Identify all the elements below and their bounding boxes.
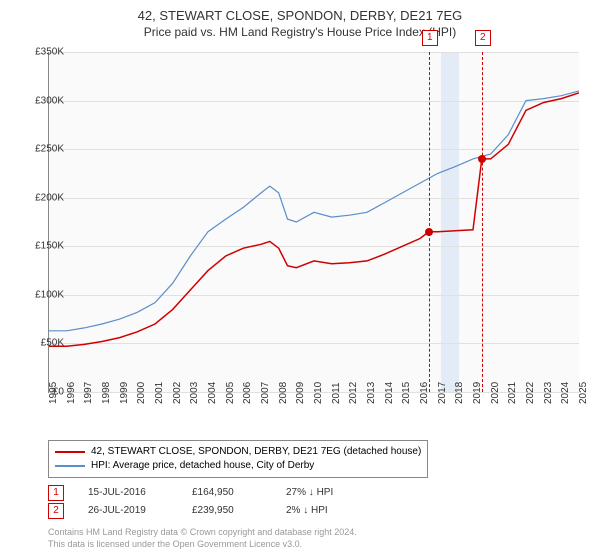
x-axis-label: 1996 xyxy=(66,382,77,404)
sale-point-icon xyxy=(425,228,433,236)
y-axis-label: £150K xyxy=(35,241,64,252)
sale-point-icon xyxy=(478,155,486,163)
x-axis-label: 2021 xyxy=(507,382,518,404)
x-axis-label: 2011 xyxy=(331,382,342,404)
sale-date: 26-JUL-2019 xyxy=(88,502,168,520)
x-axis-label: 2023 xyxy=(543,382,554,404)
legend-swatch xyxy=(55,465,85,467)
series-line xyxy=(49,93,579,346)
x-axis-label: 1995 xyxy=(48,382,59,404)
legend-item: 42, STEWART CLOSE, SPONDON, DERBY, DE21 … xyxy=(55,445,421,459)
x-axis-label: 2000 xyxy=(136,382,147,404)
x-axis-label: 2007 xyxy=(260,382,271,404)
x-axis-label: 2009 xyxy=(295,382,306,404)
y-axis-label: £50K xyxy=(41,338,64,349)
sale-diff: 27% ↓ HPI xyxy=(286,484,333,502)
x-axis-label: 2022 xyxy=(525,382,536,404)
marker-label: 1 xyxy=(422,30,438,46)
gridline xyxy=(49,52,579,53)
gridline xyxy=(49,343,579,344)
legend-label: 42, STEWART CLOSE, SPONDON, DERBY, DE21 … xyxy=(91,445,421,459)
highlight-band xyxy=(441,52,459,392)
x-axis-label: 2017 xyxy=(437,382,448,404)
x-axis-label: 2003 xyxy=(189,382,200,404)
gridline xyxy=(49,101,579,102)
x-axis-label: 2002 xyxy=(172,382,183,404)
sales-row: 2 26-JUL-2019 £239,950 2% ↓ HPI xyxy=(48,502,333,520)
x-axis-label: 1998 xyxy=(101,382,112,404)
x-axis-label: 2018 xyxy=(454,382,465,404)
sale-date: 15-JUL-2016 xyxy=(88,484,168,502)
gridline xyxy=(49,295,579,296)
sale-diff: 2% ↓ HPI xyxy=(286,502,328,520)
chart-container: 42, STEWART CLOSE, SPONDON, DERBY, DE21 … xyxy=(0,0,600,560)
x-axis-label: 2014 xyxy=(384,382,395,404)
chart-subtitle: Price paid vs. HM Land Registry's House … xyxy=(0,25,600,39)
x-axis-label: 2001 xyxy=(154,382,165,404)
plot-area: 12 xyxy=(48,52,579,393)
x-axis-label: 2008 xyxy=(278,382,289,404)
chart-title: 42, STEWART CLOSE, SPONDON, DERBY, DE21 … xyxy=(0,0,600,23)
sales-row: 1 15-JUL-2016 £164,950 27% ↓ HPI xyxy=(48,484,333,502)
x-axis-label: 2010 xyxy=(313,382,324,404)
x-axis-label: 2016 xyxy=(419,382,430,404)
x-axis-label: 2020 xyxy=(490,382,501,404)
footnote-line: This data is licensed under the Open Gov… xyxy=(48,538,357,550)
y-axis-label: £200K xyxy=(35,192,64,203)
x-axis-label: 2025 xyxy=(578,382,589,404)
gridline xyxy=(49,246,579,247)
x-axis-label: 2012 xyxy=(348,382,359,404)
sale-price: £164,950 xyxy=(192,484,262,502)
x-axis-label: 1997 xyxy=(83,382,94,404)
marker-label: 2 xyxy=(475,30,491,46)
y-axis-label: £100K xyxy=(35,289,64,300)
legend: 42, STEWART CLOSE, SPONDON, DERBY, DE21 … xyxy=(48,440,428,478)
marker-line xyxy=(429,52,430,392)
legend-label: HPI: Average price, detached house, City… xyxy=(91,459,314,473)
x-axis-label: 1999 xyxy=(119,382,130,404)
x-axis-label: 2013 xyxy=(366,382,377,404)
x-axis-label: 2024 xyxy=(560,382,571,404)
x-axis-label: 2015 xyxy=(401,382,412,404)
x-axis-label: 2019 xyxy=(472,382,483,404)
y-axis-label: £350K xyxy=(35,47,64,58)
legend-swatch xyxy=(55,451,85,453)
marker-line xyxy=(482,52,483,392)
gridline xyxy=(49,198,579,199)
footnote-line: Contains HM Land Registry data © Crown c… xyxy=(48,526,357,538)
sale-price: £239,950 xyxy=(192,502,262,520)
gridline xyxy=(49,149,579,150)
y-axis-label: £250K xyxy=(35,144,64,155)
x-axis-label: 2006 xyxy=(242,382,253,404)
sale-marker-icon: 2 xyxy=(48,503,64,519)
y-axis-label: £300K xyxy=(35,95,64,106)
footnote: Contains HM Land Registry data © Crown c… xyxy=(48,526,357,550)
line-series-svg xyxy=(49,52,579,392)
x-axis-label: 2004 xyxy=(207,382,218,404)
x-axis-label: 2005 xyxy=(225,382,236,404)
sales-table: 1 15-JUL-2016 £164,950 27% ↓ HPI 2 26-JU… xyxy=(48,484,333,520)
legend-item: HPI: Average price, detached house, City… xyxy=(55,459,421,473)
sale-marker-icon: 1 xyxy=(48,485,64,501)
